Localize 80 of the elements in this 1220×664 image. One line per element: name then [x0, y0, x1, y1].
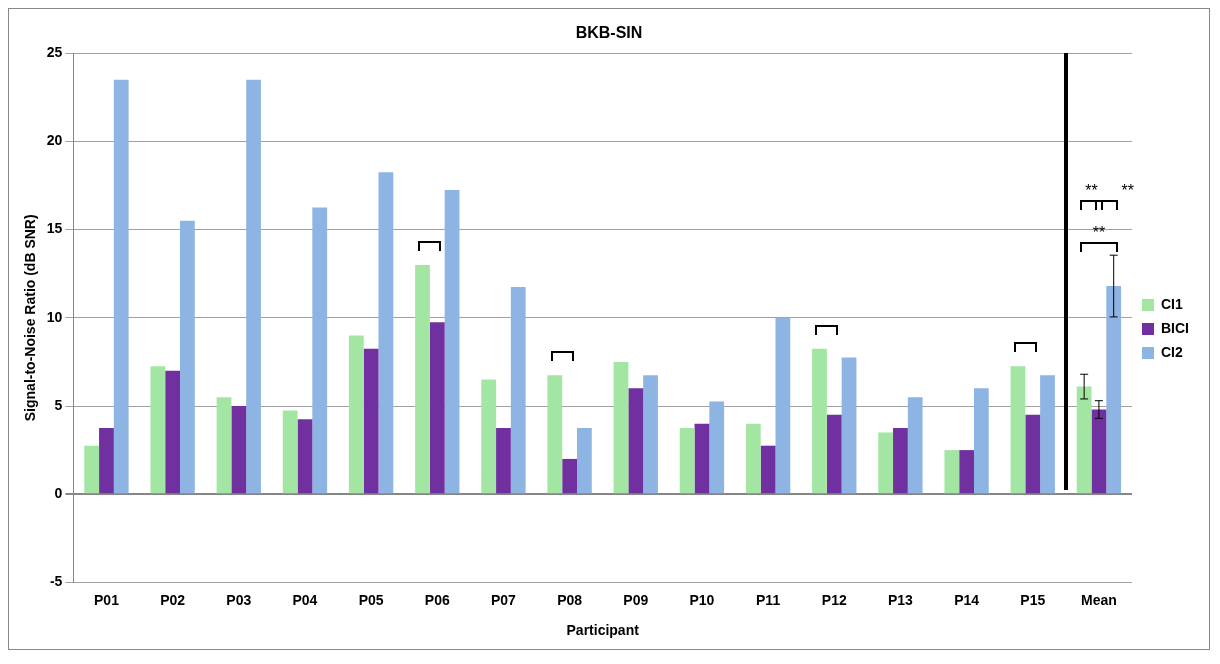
bar — [216, 397, 232, 494]
bar — [1010, 366, 1026, 494]
y-tick-label: -5 — [49, 573, 63, 590]
y-axis-title: Signal-to-Noise Ratio (dB SNR) — [22, 214, 39, 422]
bar — [429, 322, 445, 494]
x-tick-label: P06 — [424, 591, 450, 608]
bar — [878, 432, 894, 494]
annotation: ** — [1085, 181, 1098, 200]
bar — [312, 207, 328, 494]
bar — [1091, 409, 1107, 494]
x-tick-label: P10 — [689, 591, 715, 608]
bar — [709, 401, 725, 494]
bar — [282, 410, 298, 494]
bar — [246, 79, 261, 494]
bar — [1025, 414, 1041, 494]
bar — [180, 220, 195, 494]
bar — [415, 264, 430, 494]
bar — [363, 348, 379, 494]
y-tick-label: 25 — [46, 44, 63, 61]
bar — [231, 406, 247, 494]
bar — [944, 450, 960, 494]
bar — [84, 445, 100, 494]
bar — [959, 450, 974, 494]
y-tick-label: 15 — [46, 220, 63, 237]
x-tick-label: P03 — [226, 591, 252, 608]
bar — [760, 445, 776, 494]
annotation: ** — [1092, 223, 1106, 242]
bar — [893, 428, 908, 494]
legend-label: CI2 — [1161, 343, 1183, 360]
x-tick-label: P13 — [887, 591, 914, 608]
bar — [679, 428, 695, 494]
bar — [444, 189, 460, 494]
bar — [745, 423, 761, 494]
bar — [628, 388, 644, 494]
bar — [1106, 286, 1122, 494]
bar — [907, 397, 923, 494]
x-tick-label: P05 — [358, 591, 384, 608]
bar — [1076, 386, 1092, 494]
bar — [562, 458, 577, 494]
bar — [297, 419, 313, 494]
bar — [496, 428, 511, 494]
x-tick-label: P09 — [623, 591, 649, 608]
bar — [973, 388, 989, 494]
bar — [694, 423, 710, 494]
legend-label: BICI — [1161, 319, 1189, 336]
y-tick-label: 10 — [46, 308, 63, 325]
x-tick-label: P12 — [821, 591, 847, 608]
y-tick-label: 5 — [54, 396, 63, 413]
x-tick-label: P14 — [954, 591, 980, 608]
bar — [547, 375, 563, 494]
bar — [812, 348, 827, 494]
bar — [150, 366, 166, 494]
bar — [348, 335, 364, 494]
x-tick-label: P01 — [93, 591, 120, 608]
x-tick-label: P02 — [160, 591, 186, 608]
bar — [613, 361, 629, 494]
bar — [481, 379, 497, 494]
bar — [510, 286, 526, 494]
bar — [1040, 375, 1055, 494]
x-tick-label: P11 — [756, 591, 781, 608]
y-tick-label: 20 — [46, 132, 63, 149]
x-tick-label: P08 — [557, 591, 583, 608]
x-tick-label: P07 — [490, 591, 517, 608]
bar — [841, 357, 857, 494]
bar — [576, 428, 592, 494]
bar — [165, 370, 181, 494]
annotation: ** — [1121, 181, 1134, 200]
bar — [826, 414, 842, 494]
x-axis-title: Participant — [566, 622, 640, 639]
legend-label: CI1 — [1161, 295, 1183, 312]
bar — [775, 317, 791, 494]
x-tick-label: Mean — [1081, 591, 1117, 608]
y-tick-label: 0 — [54, 485, 63, 502]
chart-title: BKB-SIN — [575, 24, 643, 42]
x-tick-label: P04 — [292, 591, 318, 608]
bar — [113, 79, 129, 494]
bar — [643, 375, 658, 494]
x-tick-label: P15 — [1020, 591, 1046, 608]
bar — [378, 172, 394, 494]
bar — [99, 428, 114, 494]
